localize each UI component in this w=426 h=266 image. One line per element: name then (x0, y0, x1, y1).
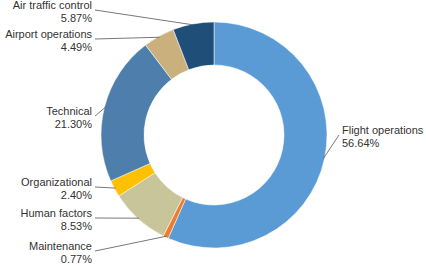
leader-line (95, 37, 159, 39)
value-label: 8.53% (61, 220, 92, 232)
category-label: Airport operations (5, 28, 92, 40)
value-label: 2.40% (61, 189, 92, 201)
value-label: 21.30% (55, 118, 93, 130)
value-label: 5.87% (61, 12, 92, 24)
category-label: Technical (46, 105, 92, 117)
category-label: Organizational (21, 176, 92, 188)
leader-line (324, 135, 339, 158)
labels: Flight operations56.64% Maintenance0.77% H… (5, 0, 424, 265)
value-label: 56.64% (342, 137, 380, 149)
value-label: 0.77% (61, 253, 92, 265)
category-label: Flight operations (342, 124, 424, 136)
category-label: Air traffic control (13, 0, 92, 11)
chart-container: Flight operations56.64% Maintenance0.77% H… (0, 0, 426, 266)
slices (101, 22, 327, 248)
leader-line (95, 10, 193, 25)
leader-line (95, 218, 139, 219)
category-label: Human factors (20, 207, 92, 219)
value-label: 4.49% (61, 41, 92, 53)
slice (173, 22, 214, 70)
slice (168, 22, 327, 248)
leader-line (95, 187, 115, 188)
donut-chart: Flight operations56.64% Maintenance0.77% H… (0, 0, 426, 266)
leader-line (95, 107, 106, 116)
leader-line (95, 236, 166, 251)
category-label: Maintenance (29, 240, 92, 252)
